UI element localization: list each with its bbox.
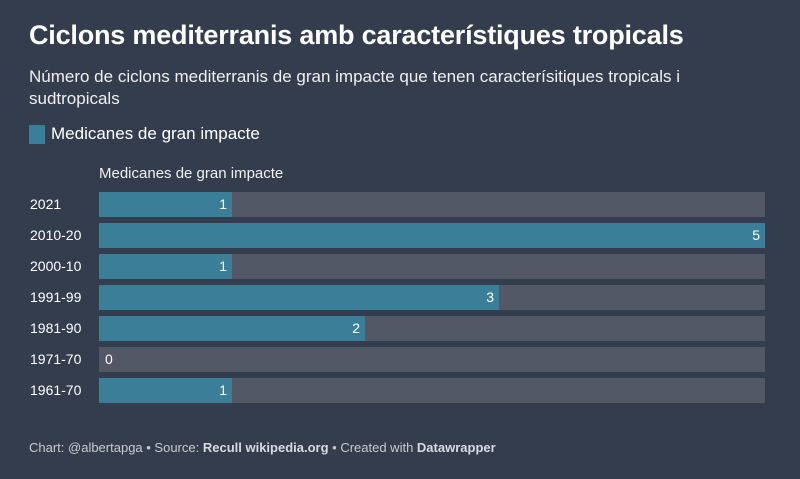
bar xyxy=(99,285,499,310)
legend: Medicanes de gran impacte xyxy=(29,124,260,144)
row-label: 2000-10 xyxy=(30,258,82,274)
footer-credit: Chart: @albertapga • Source: xyxy=(29,440,203,455)
bar-track: 2 xyxy=(99,316,765,341)
footer-created: • Created with xyxy=(328,440,417,455)
bar-value-label: 0 xyxy=(105,351,113,367)
bar-track: 3 xyxy=(99,285,765,310)
bar xyxy=(99,254,232,279)
bar-value-label: 3 xyxy=(486,289,494,305)
bar xyxy=(99,316,365,341)
bar-track: 1 xyxy=(99,192,765,217)
row-label: 1981-90 xyxy=(30,320,82,336)
bar-track: 1 xyxy=(99,378,765,403)
chart-footer: Chart: @albertapga • Source: Recull wiki… xyxy=(29,440,496,455)
bar-track: 1 xyxy=(99,254,765,279)
row-label: 1961-70 xyxy=(30,382,82,398)
chart-subtitle: Número de ciclons mediterranis de gran i… xyxy=(29,67,681,108)
bar-track: 0 xyxy=(99,347,765,372)
bar-value-label: 1 xyxy=(219,196,227,212)
bar xyxy=(99,378,232,403)
legend-swatch xyxy=(29,124,45,144)
bar-value-label: 1 xyxy=(219,382,227,398)
column-header: Medicanes de gran impacte xyxy=(99,165,284,182)
row-label: 2010-20 xyxy=(30,227,82,243)
legend-label: Medicanes de gran impacte xyxy=(51,124,260,143)
row-label: 1971-70 xyxy=(30,351,82,367)
footer-source-link[interactable]: Recull wikipedia.org xyxy=(202,440,329,455)
bar-track: 5 xyxy=(99,223,765,248)
bar-value-label: 1 xyxy=(219,258,227,274)
bar xyxy=(99,192,232,217)
row-label: 1991-99 xyxy=(30,289,82,305)
bar-value-label: 2 xyxy=(352,320,360,336)
footer-tool-link[interactable]: Datawrapper xyxy=(416,440,496,455)
bar-value-label: 5 xyxy=(752,227,760,243)
row-label: 2021 xyxy=(30,196,62,212)
chart-title: Ciclons mediterranis amb característique… xyxy=(29,20,684,50)
bar xyxy=(99,223,765,248)
